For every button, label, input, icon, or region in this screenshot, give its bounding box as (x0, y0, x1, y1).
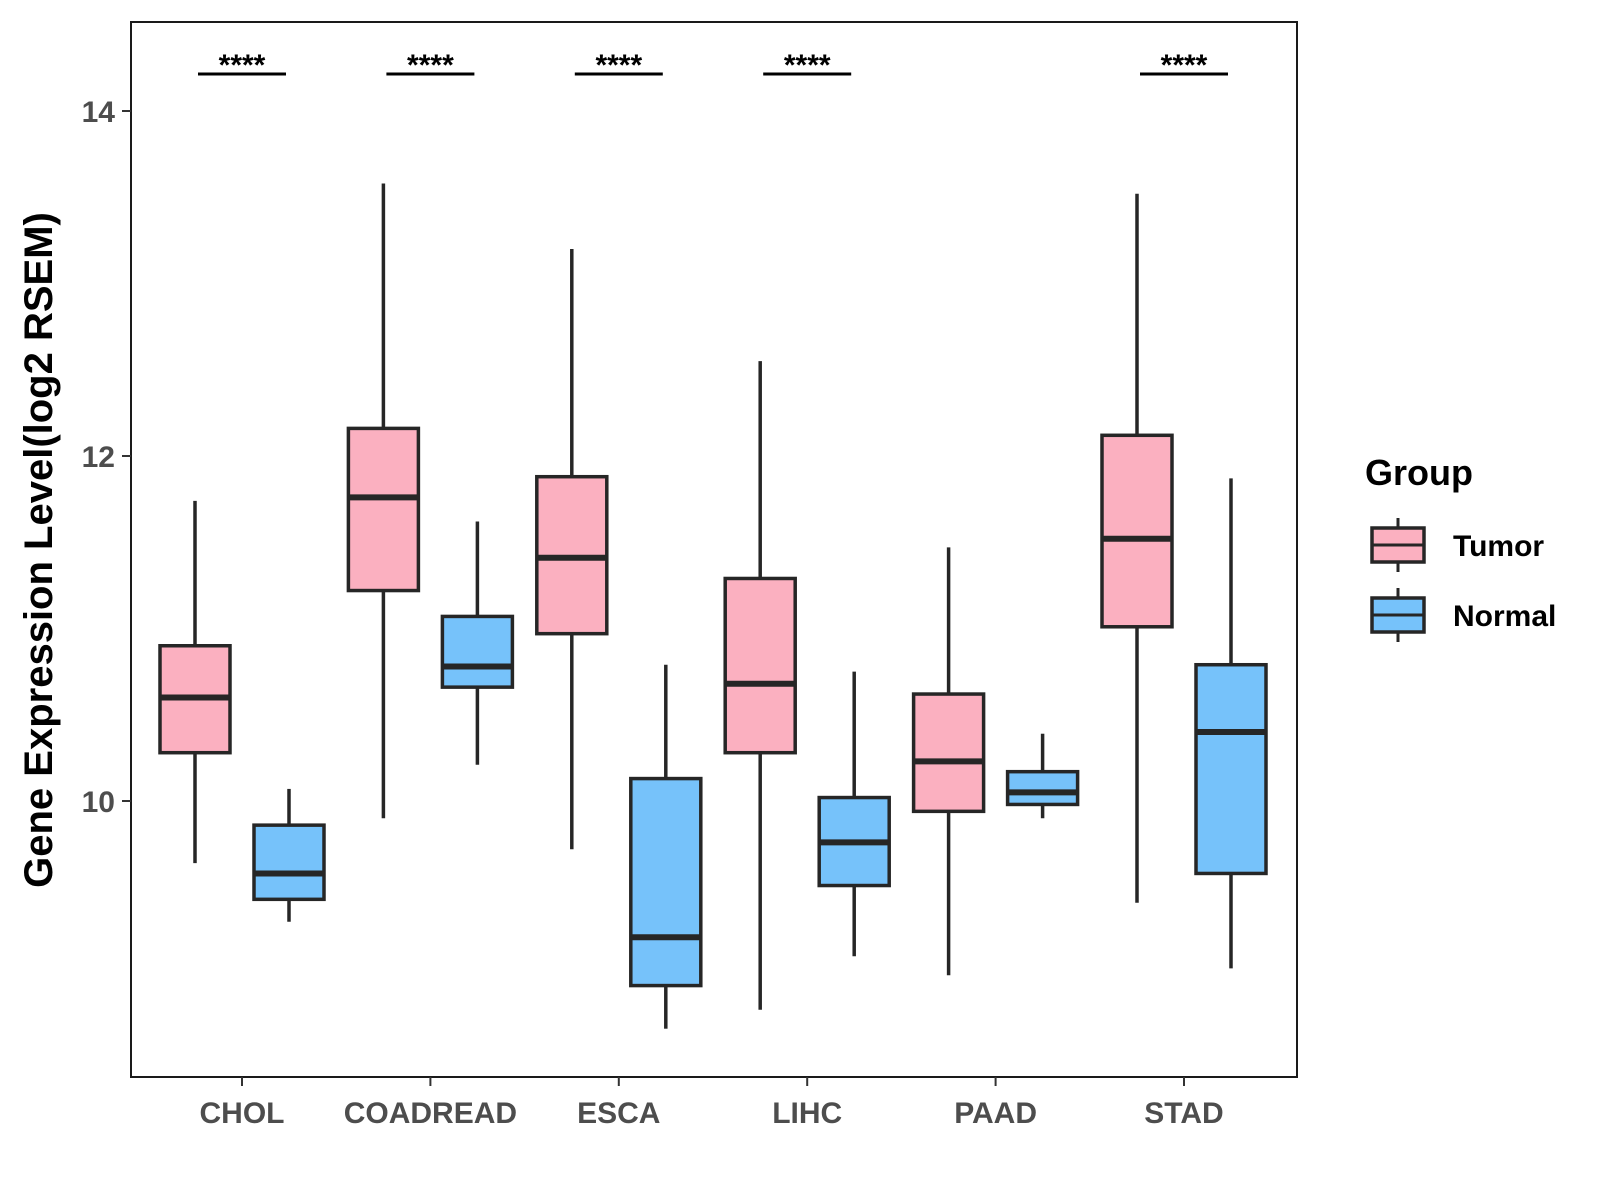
y-axis-title: Gene Expression Level(log2 RSEM) (17, 212, 61, 888)
box-tumor-chol (158, 500, 232, 864)
box-iqr (346, 426, 421, 593)
significance-coadread: **** (386, 49, 475, 82)
y-tick-label-14: 14 (82, 96, 116, 129)
box-normal-lihc (817, 671, 891, 957)
y-tick-label-12: 12 (82, 441, 115, 474)
x-axis: CHOL COADREAD ESCA LIHC PAAD STAD (200, 1077, 1224, 1130)
significance-stad: **** (1140, 49, 1228, 82)
box-normal-coadread (440, 521, 515, 765)
box-tumor-esca (535, 249, 609, 850)
box-tumor-coadread (346, 183, 421, 819)
significance-chol: **** (198, 49, 286, 82)
x-tick-label-chol: CHOL (200, 1097, 285, 1130)
significance-label: **** (595, 49, 642, 82)
x-tick-label-esca: ESCA (577, 1097, 660, 1130)
legend: Group Tumor Normal (1365, 452, 1556, 642)
legend-label-tumor: Tumor (1453, 530, 1544, 563)
box-iqr (252, 823, 326, 902)
box-iqr (440, 614, 515, 689)
box-tumor-stad (1100, 193, 1174, 903)
legend-title: Group (1365, 452, 1473, 493)
box-tumor-paad (911, 547, 986, 976)
significance-markers: **** **** **** **** **** (198, 49, 1228, 82)
y-axis: 10 12 14 (82, 96, 131, 819)
box-iqr (723, 576, 797, 755)
box-normal-chol (252, 788, 326, 922)
legend-item-normal: Normal (1370, 588, 1556, 642)
box-normal-paad (1005, 733, 1080, 819)
legend-label-normal: Normal (1453, 600, 1556, 633)
significance-label: **** (784, 49, 831, 82)
significance-esca: **** (574, 49, 663, 82)
box-normal-esca (629, 664, 703, 1029)
legend-item-tumor: Tumor (1370, 518, 1544, 572)
box-iqr (1005, 769, 1080, 807)
significance-lihc: **** (763, 49, 852, 82)
box-iqr (1100, 433, 1174, 629)
significance-label: **** (407, 49, 454, 82)
x-tick-label-stad: STAD (1144, 1097, 1223, 1130)
x-tick-label-coadread: COADREAD (344, 1097, 517, 1130)
y-tick-label-10: 10 (82, 786, 115, 819)
x-tick-label-lihc: LIHC (772, 1097, 842, 1130)
box-normal-stad (1194, 478, 1268, 969)
box-iqr (1194, 662, 1268, 876)
box-iqr (911, 692, 986, 814)
box-series (158, 183, 1268, 1029)
x-tick-label-paad: PAAD (954, 1097, 1037, 1130)
box-iqr (629, 776, 703, 988)
significance-label: **** (219, 49, 266, 82)
significance-label: **** (1161, 49, 1208, 82)
box-tumor-lihc (723, 361, 797, 1010)
